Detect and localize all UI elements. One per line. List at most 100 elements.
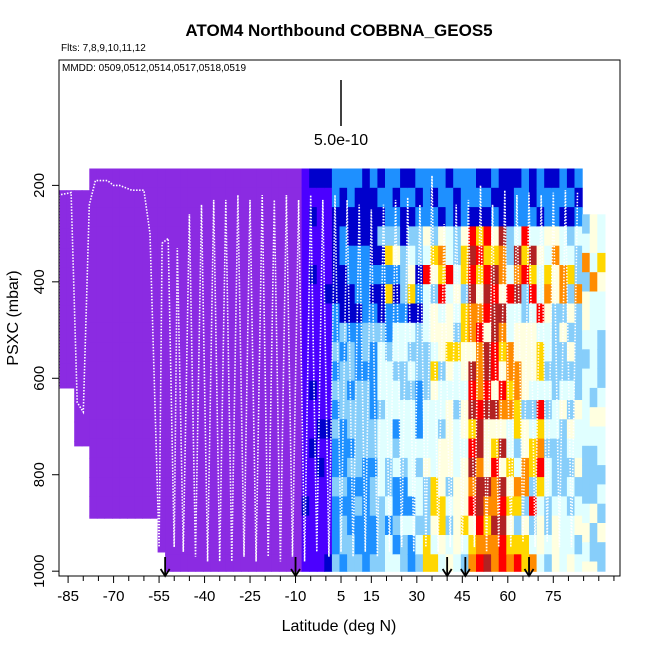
heatmap-cell	[438, 284, 447, 305]
heatmap-cell	[544, 380, 553, 401]
heatmap-cell	[415, 515, 424, 536]
heatmap-cell	[362, 207, 371, 227]
heatmap-cell	[331, 496, 341, 517]
heatmap-cell	[597, 330, 606, 350]
heatmap-cell	[582, 252, 591, 273]
heatmap-cell	[187, 284, 197, 305]
heatmap-cell	[483, 303, 492, 324]
heatmap-cell	[89, 515, 98, 519]
heatmap-cell	[407, 419, 416, 440]
heatmap-cell	[362, 284, 371, 305]
heatmap-cell	[551, 477, 560, 497]
heatmap-cell	[286, 438, 295, 459]
heatmap-cell	[286, 303, 295, 324]
heatmap-cell	[377, 207, 386, 227]
heatmap-cell	[521, 226, 530, 247]
heatmap-cell	[278, 322, 288, 343]
heatmap-cell	[498, 380, 507, 401]
heatmap-cell	[566, 245, 576, 266]
heatmap-cell	[476, 303, 485, 324]
heatmap-cell	[127, 284, 136, 305]
heatmap-cell	[438, 245, 447, 266]
heatmap-cell	[187, 419, 197, 440]
heatmap-cell	[187, 380, 197, 401]
heatmap-cell	[529, 438, 538, 459]
heatmap-cell	[544, 554, 553, 572]
heatmap-cell	[256, 303, 265, 324]
heatmap-cell	[362, 303, 371, 324]
heatmap-cell	[544, 342, 553, 362]
heatmap-cell	[233, 265, 242, 285]
heatmap-cell	[536, 554, 545, 572]
heatmap-cell	[422, 168, 432, 189]
heatmap-cell	[559, 554, 568, 572]
heatmap-cell	[256, 361, 265, 382]
heatmap-cell	[544, 361, 553, 382]
heatmap-cell	[422, 284, 432, 305]
heatmap-cell	[112, 380, 121, 401]
heatmap-cell	[278, 245, 288, 266]
heatmap-cell	[119, 226, 128, 247]
heatmap-cell	[59, 209, 68, 230]
heatmap-cell	[476, 226, 485, 247]
heatmap-cell	[574, 226, 583, 247]
heatmap-cell	[134, 496, 143, 517]
heatmap-cell	[104, 380, 113, 401]
heatmap-cell	[150, 400, 159, 420]
heatmap-cell	[506, 400, 515, 420]
heatmap-cell	[468, 535, 477, 555]
heatmap-cell	[400, 477, 409, 497]
heatmap-cell	[233, 400, 242, 420]
heatmap-cell	[589, 330, 598, 350]
heatmap-cell	[369, 207, 378, 227]
heatmap-cell	[240, 361, 250, 382]
heatmap-cell	[559, 477, 568, 497]
heatmap-cell	[263, 438, 272, 459]
heatmap-cell	[521, 361, 530, 382]
heatmap-cell	[377, 245, 386, 266]
heatmap-cell	[256, 400, 265, 420]
heatmap-cell	[574, 554, 583, 572]
heatmap-cell	[415, 361, 424, 382]
heatmap-cell	[301, 168, 310, 189]
heatmap-cell	[104, 419, 113, 440]
heatmap-cell	[438, 380, 447, 401]
heatmap-cell	[165, 380, 174, 401]
heatmap-cell	[544, 400, 553, 420]
heatmap-cell	[476, 457, 485, 478]
heatmap-cell	[347, 554, 356, 572]
heatmap-cell	[354, 361, 363, 382]
heatmap-cell	[582, 523, 591, 543]
heatmap-cell	[430, 419, 439, 440]
heatmap-cell	[240, 438, 250, 459]
heatmap-cell	[521, 322, 530, 343]
heatmap-cell	[407, 284, 416, 305]
heatmap-cell	[112, 322, 121, 343]
heatmap-cell	[566, 342, 576, 362]
heatmap-cell	[476, 477, 485, 497]
heatmap-cell	[286, 265, 295, 285]
heatmap-cell	[157, 400, 166, 420]
scale-label: 5.0e-10	[314, 132, 368, 149]
heatmap-cell	[445, 226, 454, 247]
heatmap-cell	[165, 207, 174, 227]
heatmap-cell	[195, 554, 204, 572]
heatmap-cell	[324, 245, 333, 266]
heatmap-cell	[362, 342, 371, 362]
heatmap-cell	[256, 496, 265, 517]
heatmap-cell	[589, 272, 598, 293]
heatmap-cell	[316, 380, 325, 401]
heatmap-cell	[112, 419, 121, 440]
heatmap-cell	[544, 322, 553, 343]
heatmap-cell	[354, 477, 363, 497]
heatmap-cell	[498, 168, 507, 189]
heatmap-cell	[468, 361, 477, 382]
heatmap-cell	[96, 496, 106, 517]
heatmap-cell	[278, 207, 288, 227]
heatmap-cell	[339, 496, 348, 517]
heatmap-cell	[559, 515, 568, 536]
heatmap-cell	[286, 380, 295, 401]
heatmap-cell	[324, 303, 333, 324]
heatmap-cell	[331, 438, 341, 459]
heatmap-cell	[362, 265, 371, 285]
